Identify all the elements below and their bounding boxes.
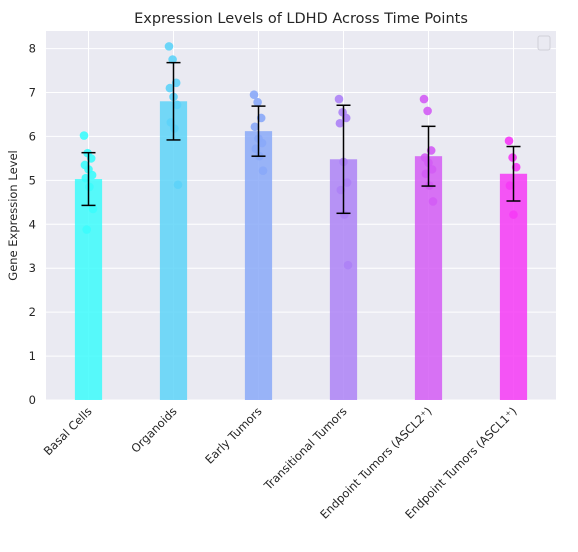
data-point xyxy=(250,122,260,132)
data-point xyxy=(257,138,267,148)
y-axis-label: Gene Expression Level xyxy=(6,150,20,280)
data-point xyxy=(168,55,177,64)
data-point xyxy=(340,210,349,219)
data-point xyxy=(508,153,517,162)
data-point xyxy=(342,178,352,187)
data-point xyxy=(334,94,344,104)
data-point xyxy=(335,118,345,128)
x-tick-label: Organoids xyxy=(128,404,179,455)
y-tick-label: 0 xyxy=(29,393,36,407)
y-tick-label: 2 xyxy=(29,305,36,319)
x-tick-labels: Basal Cells Organoids Early TumorsTransiti… xyxy=(41,404,520,521)
bar xyxy=(74,179,103,400)
y-tick-label: 3 xyxy=(29,261,36,275)
data-point xyxy=(504,136,514,146)
bar xyxy=(499,173,528,400)
y-tick-label: 4 xyxy=(29,217,36,231)
data-point xyxy=(509,210,518,219)
y-tick-label: 6 xyxy=(29,129,36,143)
chart-title: Expression Levels of LDHD Across Time Po… xyxy=(134,11,468,27)
data-point xyxy=(79,131,89,140)
x-tick-label: Transitional Tumors xyxy=(260,404,349,493)
data-point xyxy=(165,83,175,93)
y-gridlines xyxy=(46,48,556,401)
x-tick-label: Early Tumors xyxy=(202,404,264,466)
data-point xyxy=(505,181,515,190)
data-point xyxy=(170,124,179,133)
data-point xyxy=(343,260,353,270)
bar xyxy=(159,101,188,401)
data-point xyxy=(88,204,98,214)
data-point xyxy=(249,90,259,99)
data-point xyxy=(253,97,262,107)
bar xyxy=(414,156,443,400)
data-point xyxy=(82,225,91,234)
bars xyxy=(74,101,528,401)
data-point xyxy=(173,180,183,190)
y-tick-label: 7 xyxy=(29,86,36,100)
data-point xyxy=(423,106,432,116)
data-point xyxy=(419,94,429,104)
data-point xyxy=(258,166,268,175)
legend xyxy=(537,35,551,51)
data-point xyxy=(172,100,182,110)
x-tick-label: Basal Cells xyxy=(41,404,95,458)
bar xyxy=(244,131,273,400)
data-point xyxy=(428,197,438,206)
error-bars xyxy=(81,61,521,215)
y-tick-labels: 0 1 2 3 4 5 6 7 8 xyxy=(29,42,36,407)
plot-background xyxy=(46,31,556,400)
data-point xyxy=(427,165,437,174)
y-tick-label: 1 xyxy=(29,349,36,363)
data-point xyxy=(85,182,94,192)
y-tick-label: 5 xyxy=(29,173,36,187)
y-tick-label: 8 xyxy=(29,42,36,56)
data-point xyxy=(164,42,174,51)
